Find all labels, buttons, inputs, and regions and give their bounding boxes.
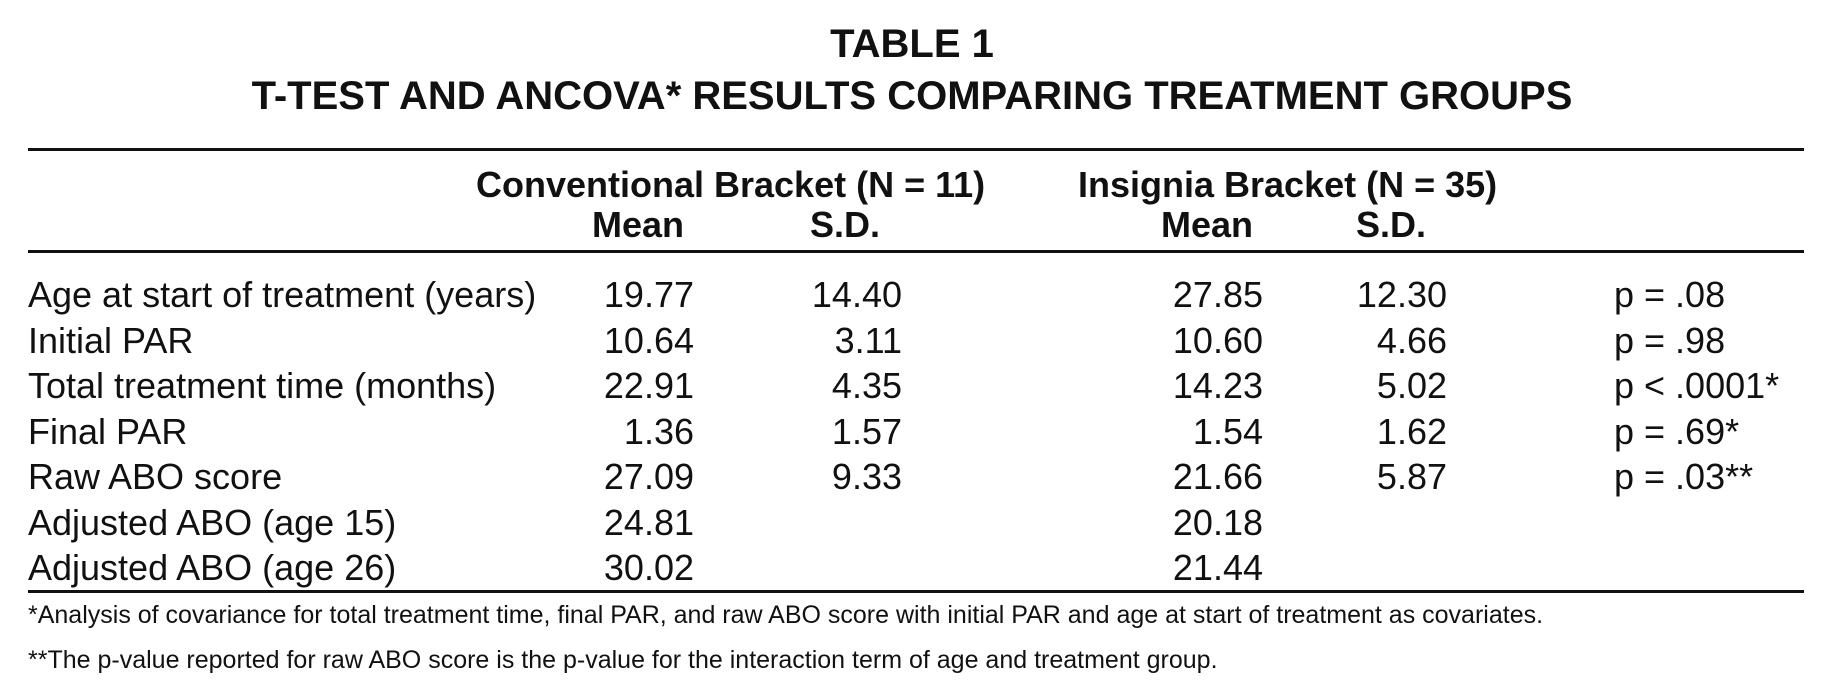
p-value-cell: p = .69* (1614, 410, 1740, 452)
footnote-pvalue: **The p-value reported for raw ABO score… (28, 646, 1218, 674)
insignia-mean-cell: 1.54 (1192, 410, 1263, 452)
conventional-sd-cell: 14.40 (811, 274, 902, 315)
row-label: Adjusted ABO (age 26) (28, 547, 397, 588)
bottom-rule (28, 590, 1804, 593)
conventional-mean-cell: 22.91 (603, 365, 694, 406)
conventional-sd-cell: 1.57 (831, 410, 902, 452)
conventional-mean-cell: 19.77 (603, 274, 694, 315)
row-label: Age at start of treatment (years) (28, 274, 537, 315)
insignia-sd-cell: 5.02 (1376, 365, 1447, 406)
col-header-insignia-mean: Mean (1161, 204, 1254, 245)
table-row: Total treatment time (months) 22.91 4.35 14… (0, 363, 1824, 409)
header-rule (28, 250, 1804, 253)
col-header-conventional-mean: Mean (592, 204, 685, 245)
conventional-sd-cell: 4.35 (831, 365, 902, 406)
table-row: Final PAR 1.36 1.57 1.54 1.62 p = .69* (0, 409, 1824, 455)
insignia-sd-cell: 5.87 (1376, 456, 1447, 497)
insignia-sd-cell: 12.30 (1356, 274, 1447, 315)
row-label: Initial PAR (28, 319, 194, 361)
insignia-mean-cell: 20.18 (1172, 501, 1263, 543)
row-label: Total treatment time (months) (28, 365, 497, 406)
insignia-mean-cell: 21.44 (1172, 547, 1263, 588)
group-header-conventional: Conventional Bracket (N = 11) (476, 164, 986, 205)
row-label: Adjusted ABO (age 15) (28, 501, 397, 543)
conventional-mean-cell: 24.81 (603, 501, 694, 543)
insignia-mean-cell: 21.66 (1172, 456, 1263, 497)
p-value-cell: p = .98 (1614, 319, 1726, 361)
conventional-mean-cell: 27.09 (603, 456, 694, 497)
table-row: Adjusted ABO (age 26) 30.02 21.44 (0, 545, 1824, 591)
group-header-insignia: Insignia Bracket (N = 35) (1078, 164, 1498, 205)
conventional-mean-cell: 10.64 (603, 319, 694, 361)
p-value-cell: p = .08 (1614, 274, 1726, 315)
p-value-cell: p = .03** (1614, 456, 1754, 497)
top-rule (28, 148, 1804, 151)
table-title: TABLE 1 (830, 22, 994, 66)
p-value-cell: p < .0001* (1614, 365, 1780, 406)
table-row: Initial PAR 10.64 3.11 10.60 4.66 p = .98 (0, 318, 1824, 364)
table-row: Raw ABO score 27.09 9.33 21.66 5.87 p = .03** (0, 454, 1824, 500)
table-subtitle: T-TEST AND ANCOVA* RESULTS COMPARING TRE… (251, 74, 1573, 118)
conventional-mean-cell: 30.02 (603, 547, 694, 588)
conventional-mean-cell: 1.36 (623, 410, 694, 452)
insignia-mean-cell: 10.60 (1172, 319, 1263, 361)
conventional-sd-cell: 9.33 (831, 456, 902, 497)
insignia-mean-cell: 27.85 (1172, 274, 1263, 315)
table-row: Adjusted ABO (age 15) 24.81 20.18 (0, 500, 1824, 546)
col-header-conventional-sd: S.D. (810, 204, 881, 245)
insignia-mean-cell: 14.23 (1172, 365, 1263, 406)
footnote-ancova: *Analysis of covariance for total treatm… (28, 601, 1544, 629)
insignia-sd-cell: 4.66 (1376, 319, 1447, 361)
table-row: Age at start of treatment (years) 19.77 14… (0, 272, 1824, 318)
insignia-sd-cell: 1.62 (1376, 410, 1447, 452)
col-header-insignia-sd: S.D. (1356, 204, 1427, 245)
conventional-sd-cell: 3.11 (834, 319, 902, 361)
row-label: Final PAR (28, 410, 188, 452)
row-label: Raw ABO score (28, 456, 283, 497)
